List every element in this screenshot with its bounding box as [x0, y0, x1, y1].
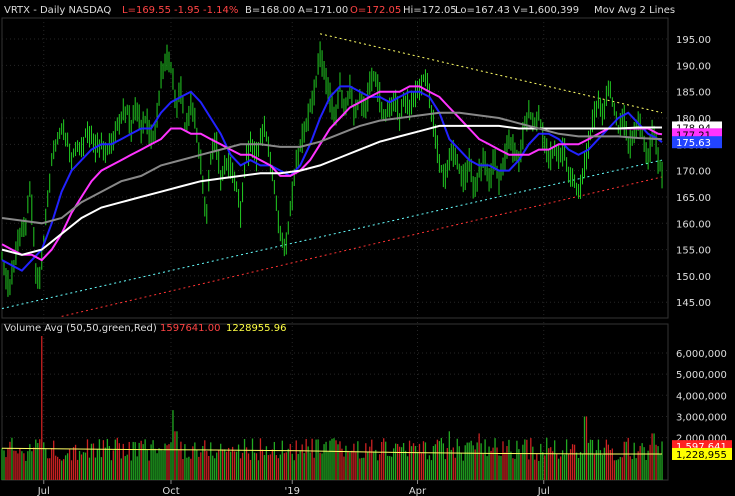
volume-flag: [672, 447, 732, 460]
price-flag-label: 177.21: [676, 130, 711, 141]
price-flag: [672, 136, 722, 149]
low-price: Lo=167.43: [455, 5, 510, 16]
high-price: Hi=172.05: [403, 5, 457, 16]
volume-avg-label: Volume Avg (50,50,green,Red): [4, 323, 157, 334]
trendlines: [1, 33, 663, 317]
time-tick-label: Oct: [162, 486, 179, 496]
volume-avg-value-2: 1228955.96: [226, 323, 286, 334]
volume-tick-label: 3,000,000: [676, 412, 727, 423]
volume-panel-frame: [1, 323, 669, 481]
volume-tick-label: 5,000,000: [676, 370, 727, 381]
volume-avg-value-1: 1597641.00: [160, 323, 220, 334]
price-tick-label: 160.00: [676, 219, 711, 230]
symbol-label: VRTX - Daily NASDAQ: [4, 5, 111, 16]
volume-tick-label: 2,000,000: [676, 434, 727, 445]
price-tick-label: 155.00: [676, 246, 711, 257]
time-tick-label: Jul: [37, 486, 50, 496]
volume-tick-label: 4,000,000: [676, 391, 727, 402]
price-tick-label: 170.00: [676, 167, 711, 178]
moving-average-line: [1, 85, 663, 262]
lower-support-trendline: [1, 159, 663, 310]
price-tick-label: 195.00: [676, 35, 711, 46]
open-price: O=172.05: [350, 5, 401, 16]
price-tick-label: 185.00: [676, 88, 711, 99]
volume-flag-label: 1,597,641: [676, 442, 727, 453]
price-tick-label: 165.00: [676, 193, 711, 204]
price-header: VRTX - Daily NASDAQ L=169.55 -1.95 -1.14…: [4, 5, 675, 16]
volume-header: Volume Avg (50,50,green,Red) 1597641.00 …: [4, 323, 286, 334]
last-price: L=169.55: [122, 5, 171, 16]
price-flag-label: 175.63: [676, 138, 711, 149]
volume-bars: [1, 336, 663, 480]
price-tick-label: 180.00: [676, 114, 711, 125]
time-tick-label: Jul: [537, 486, 550, 496]
price-bars: [1, 41, 663, 297]
moving-average-line: [1, 111, 663, 225]
overlay-label: Mov Avg 2 Lines: [594, 5, 675, 16]
moving-averages: [1, 85, 663, 272]
volume-average-line: [1, 447, 662, 455]
change-value: -1.95: [174, 5, 200, 16]
bid-price: B=168.00: [245, 5, 295, 16]
grid-lines: [1, 17, 669, 481]
volume-value: V=1,600,399: [513, 5, 579, 16]
volume-flag-label: 1,228,955: [676, 450, 727, 461]
price-panel-frame: [1, 17, 669, 319]
moving-average-line: [1, 124, 662, 256]
change-percent: -1.14%: [203, 5, 238, 16]
price-tick-label: 145.00: [676, 298, 711, 309]
time-tick-label: '19: [285, 486, 300, 496]
upper-resistance-trendline: [319, 33, 663, 114]
price-tick-label: 190.00: [676, 61, 711, 72]
time-tick-label: Apr: [409, 486, 427, 496]
ask-price: A=171.00: [298, 5, 348, 16]
long-support-trendline: [61, 176, 663, 317]
volume-tick-label: 6,000,000: [676, 349, 727, 360]
moving-average-line: [1, 85, 663, 272]
price-tick-label: 150.00: [676, 272, 711, 283]
